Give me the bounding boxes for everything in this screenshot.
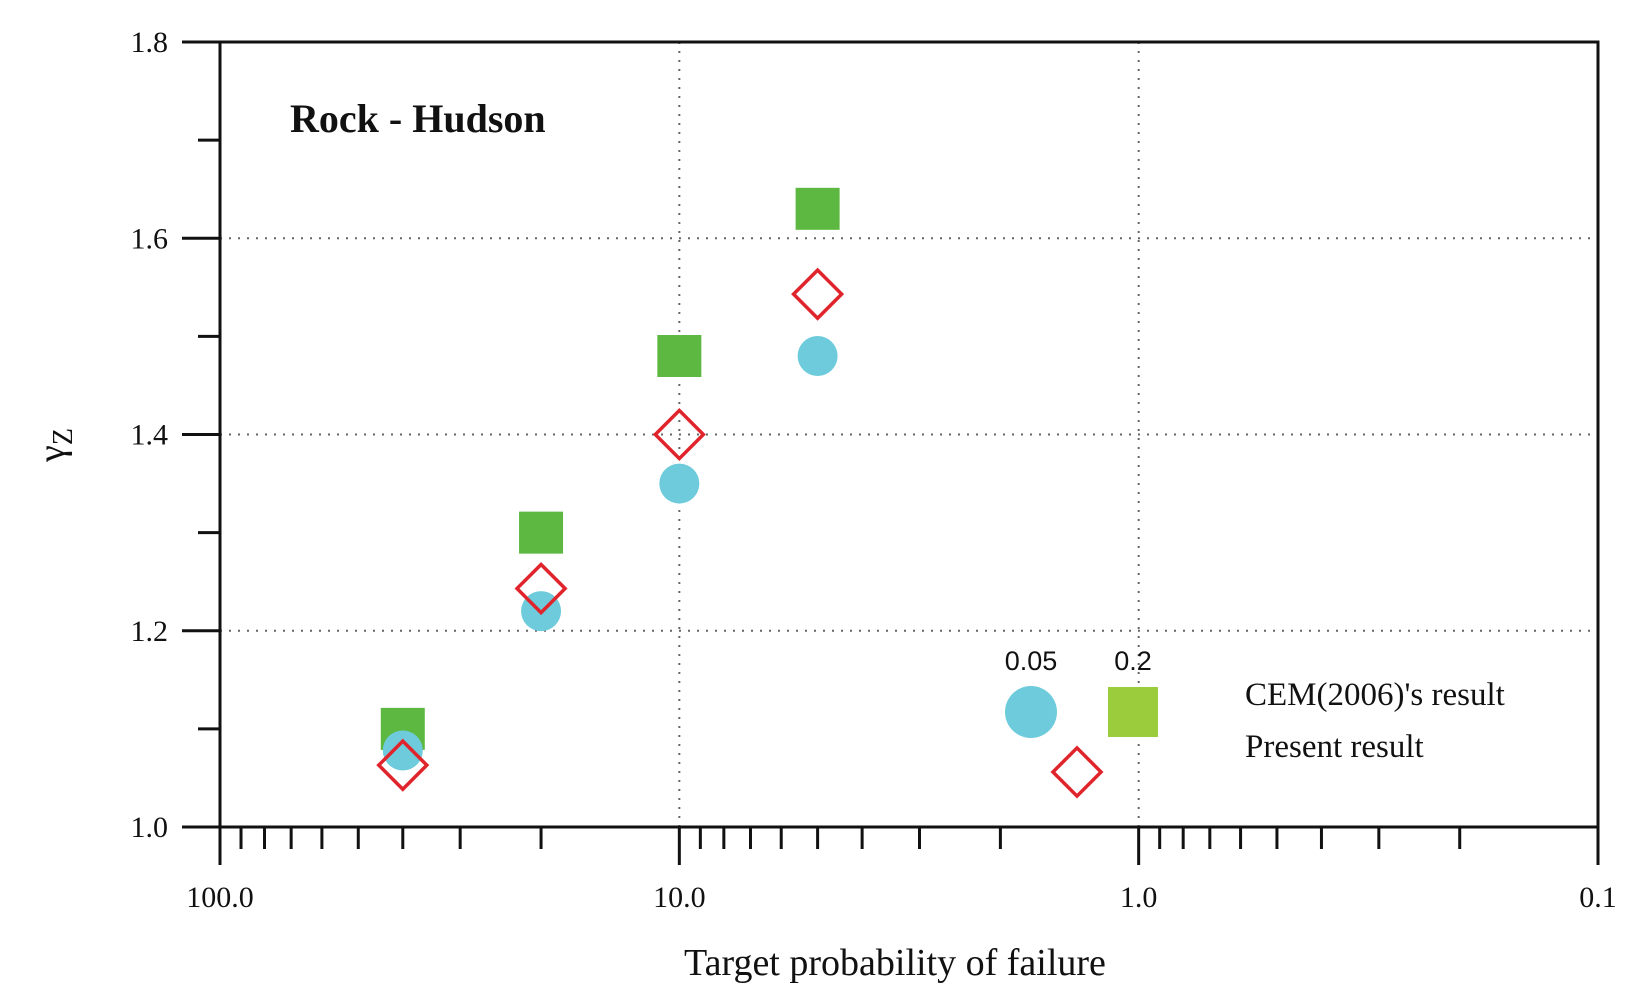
square-point <box>795 187 840 230</box>
y-tick-label: 1.0 <box>131 811 169 844</box>
y-tick-label: 1.8 <box>131 26 169 59</box>
x-tick-label: 10.0 <box>653 881 706 914</box>
y-axis-symbol: γ <box>31 445 73 463</box>
legend: 0.05 0.2 CEM(2006)'s result Present resu… <box>1005 646 1505 799</box>
chart-title: Rock - Hudson <box>290 96 546 141</box>
data-marks <box>376 187 845 792</box>
square-point <box>657 335 702 377</box>
y-axis-title: γZ <box>31 428 79 463</box>
legend-diamond-marker <box>1050 745 1104 799</box>
axis-ticks <box>182 40 1600 865</box>
legend-entry-present: Present result <box>1245 729 1424 765</box>
tick-labels: 1.0 1.2 1.4 1.6 1.8 100.0 10.0 1.0 0.1 <box>131 26 1617 914</box>
diamond-point <box>376 738 430 792</box>
x-tick-label: 1.0 <box>1120 881 1158 914</box>
diamond-point <box>514 562 568 616</box>
diamond-point <box>791 267 845 321</box>
x-tick-label: 0.1 <box>1579 881 1617 914</box>
legend-circle-marker <box>1005 686 1057 738</box>
y-tick-label: 1.4 <box>131 419 169 452</box>
x-axis-title: Target probability of failure <box>684 942 1106 984</box>
circle-point <box>797 336 838 376</box>
circle-point <box>659 463 700 504</box>
y-tick-label: 1.2 <box>131 615 169 648</box>
square-point <box>519 511 564 554</box>
legend-sig-label-1: 0.05 <box>1005 646 1058 676</box>
legend-entry-cem: CEM(2006)'s result <box>1245 677 1505 713</box>
y-axis-subscript: Z <box>48 428 79 445</box>
x-tick-label: 100.0 <box>186 881 254 914</box>
circle-point <box>382 730 423 771</box>
legend-square-marker <box>1108 687 1158 737</box>
y-tick-label: 1.6 <box>131 222 169 255</box>
legend-sig-label-2: 0.2 <box>1114 646 1152 676</box>
diamond-point <box>652 407 706 462</box>
svg-text:γZ: γZ <box>31 428 79 463</box>
